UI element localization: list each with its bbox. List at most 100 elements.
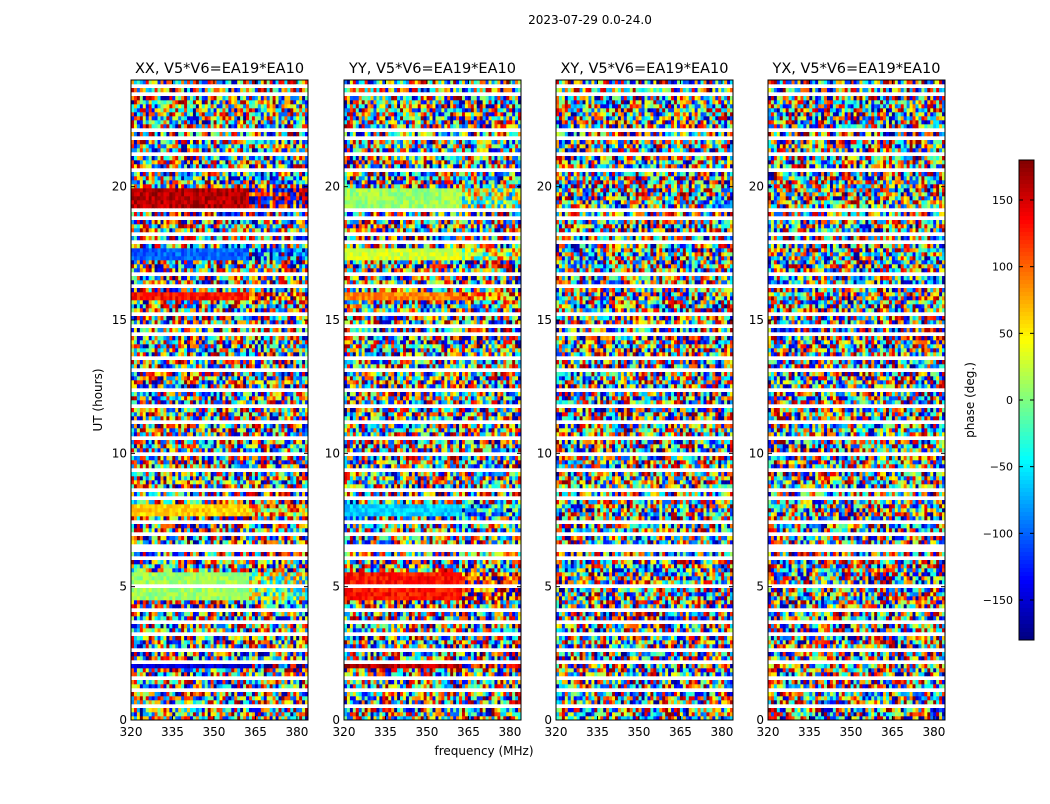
heatmap-cell — [163, 568, 167, 573]
heatmap-cell — [269, 472, 273, 477]
heatmap-cell — [178, 680, 182, 685]
heatmap-cell — [231, 528, 235, 533]
heatmap-cell — [257, 492, 262, 497]
heatmap-cell — [257, 292, 262, 297]
heatmap-cell — [184, 456, 188, 461]
heatmap-cell — [213, 392, 217, 397]
heatmap-cell — [257, 680, 262, 685]
heatmap-cell — [195, 304, 200, 309]
heatmap-cell — [219, 560, 223, 565]
heatmap-cell — [284, 612, 288, 617]
heatmap-cell — [201, 604, 206, 609]
heatmap-cell — [222, 708, 226, 713]
heatmap-cell — [219, 360, 223, 365]
heatmap-cell — [163, 472, 167, 477]
heatmap-cell — [154, 448, 158, 453]
heatmap-cell — [207, 512, 211, 517]
heatmap-cell — [204, 580, 208, 585]
heatmap-cell — [293, 576, 297, 581]
heatmap-cell — [269, 412, 273, 417]
heatmap-cell — [181, 444, 185, 449]
heatmap-cell — [184, 316, 188, 321]
heatmap-cell — [296, 616, 300, 621]
heatmap-cell — [251, 364, 256, 369]
heatmap-cell — [251, 396, 256, 401]
heatmap-cell — [246, 696, 250, 701]
heatmap-cell — [275, 364, 279, 369]
heatmap-cell — [163, 484, 167, 489]
heatmap-cell — [260, 588, 265, 593]
heatmap-cell — [148, 308, 152, 313]
heatmap-cell — [166, 440, 170, 445]
heatmap-cell — [293, 624, 297, 629]
heatmap-cell — [195, 292, 200, 297]
heatmap-cell — [269, 460, 273, 465]
heatmap-cell — [157, 344, 161, 349]
heatmap-cell — [257, 684, 262, 689]
heatmap-cell — [145, 456, 149, 461]
heatmap-cell — [275, 348, 279, 353]
heatmap-cell — [157, 652, 161, 657]
heatmap-cell — [210, 596, 214, 601]
heatmap-cell — [278, 484, 282, 489]
heatmap-cell — [269, 348, 273, 353]
heatmap-cell — [201, 588, 206, 593]
heatmap-cell — [263, 456, 267, 461]
heatmap-cell — [190, 492, 194, 497]
heatmap-cell — [154, 316, 158, 321]
heatmap-cell — [195, 636, 200, 641]
heatmap-cell — [151, 308, 155, 313]
heatmap-cell — [243, 512, 247, 517]
heatmap-cell — [266, 464, 270, 469]
heatmap-cell — [234, 700, 238, 705]
heatmap-cell — [169, 472, 173, 477]
heatmap-cell — [184, 564, 188, 569]
heatmap-cell — [266, 280, 270, 285]
heatmap-cell — [275, 464, 279, 469]
heatmap-cell — [278, 528, 282, 533]
heatmap-cell — [192, 504, 197, 509]
heatmap-cell — [219, 512, 223, 517]
heatmap-cell — [175, 472, 179, 477]
heatmap-cell — [260, 708, 265, 713]
heatmap-cell — [293, 276, 297, 281]
heatmap-cell — [190, 412, 194, 417]
heatmap-cell — [263, 624, 267, 629]
heatmap-cell — [216, 320, 220, 325]
heatmap-cell — [192, 692, 197, 697]
heatmap-cell — [145, 288, 149, 293]
heatmap-cell — [225, 340, 229, 345]
heatmap-cell — [225, 616, 229, 621]
heatmap-cell — [136, 540, 141, 545]
heatmap-cell — [251, 476, 256, 481]
heatmap-cell — [172, 572, 176, 577]
heatmap-cell — [131, 684, 135, 689]
heatmap-cell — [305, 320, 309, 325]
heatmap-cell — [251, 300, 256, 305]
heatmap-cell — [219, 500, 223, 505]
heatmap-cell — [272, 448, 276, 453]
heatmap-cell — [187, 504, 191, 509]
heatmap-cell — [260, 604, 265, 609]
heatmap-cell — [228, 288, 232, 293]
heatmap-cell — [148, 288, 152, 293]
heatmap-cell — [260, 344, 265, 349]
heatmap-cell — [178, 472, 182, 477]
heatmap-cell — [169, 456, 173, 461]
heatmap-cell — [278, 352, 282, 357]
heatmap-cell — [216, 412, 220, 417]
heatmap-cell — [243, 484, 247, 489]
heatmap-cell — [160, 664, 164, 669]
heatmap-cell — [204, 484, 208, 489]
heatmap-cell — [219, 300, 223, 305]
heatmap-cell — [151, 336, 155, 341]
heatmap-cell — [266, 376, 270, 381]
heatmap-cell — [302, 276, 306, 281]
heatmap-cell — [257, 516, 262, 521]
heatmap-cell — [251, 456, 256, 461]
heatmap-cell — [136, 396, 141, 401]
heatmap-cell — [169, 460, 173, 465]
heatmap-cell — [296, 352, 300, 357]
heatmap-cell — [172, 492, 176, 497]
heatmap-cell — [198, 396, 203, 401]
